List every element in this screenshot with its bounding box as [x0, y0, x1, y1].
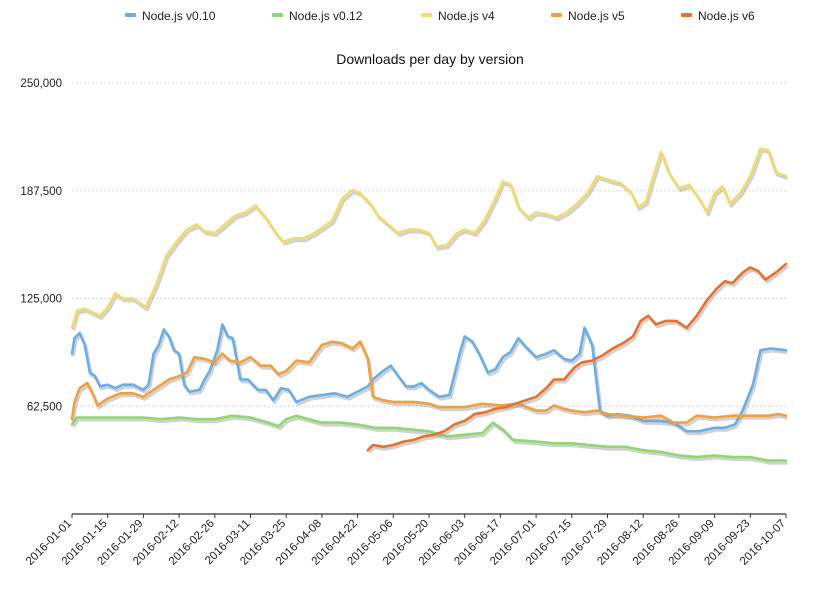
- legend-label: Node.js v6: [698, 9, 755, 23]
- legend-swatch: [125, 13, 136, 17]
- grid: [72, 82, 786, 407]
- y-tick-label: 250,000: [20, 78, 62, 90]
- legend-swatch: [421, 13, 432, 17]
- y-axis-ticks: 250,000 187,500 125,000 62,500: [20, 78, 62, 413]
- legend-label: Node.js v5: [568, 9, 625, 23]
- x-axis-ticks: 2016-01-012016-01-152016-01-292016-02-12…: [24, 514, 788, 568]
- legend-swatch: [681, 13, 692, 17]
- legend: Node.js v0.10 Node.js v0.12 Node.js v4 Node…: [125, 9, 755, 23]
- series-shadow: [72, 325, 788, 436]
- legend-swatch: [551, 13, 562, 17]
- legend-swatch: [272, 13, 283, 17]
- y-tick-label: 62,500: [27, 401, 62, 413]
- legend-label: Node.js v0.12: [289, 9, 363, 23]
- legend-label: Node.js v4: [438, 9, 495, 23]
- series-line: [70, 147, 788, 330]
- chart-title: Downloads per day by version: [336, 51, 524, 67]
- y-tick-label: 187,500: [20, 186, 62, 198]
- series-shadow: [72, 416, 788, 465]
- series-shadow: [72, 149, 788, 331]
- series-lines: [70, 147, 789, 465]
- series-line: [366, 262, 788, 452]
- legend-label: Node.js v0.10: [142, 9, 216, 23]
- y-tick-label: 125,000: [20, 294, 62, 306]
- series-line: [70, 414, 788, 462]
- series-shadow: [368, 265, 789, 454]
- series-line: [70, 340, 788, 424]
